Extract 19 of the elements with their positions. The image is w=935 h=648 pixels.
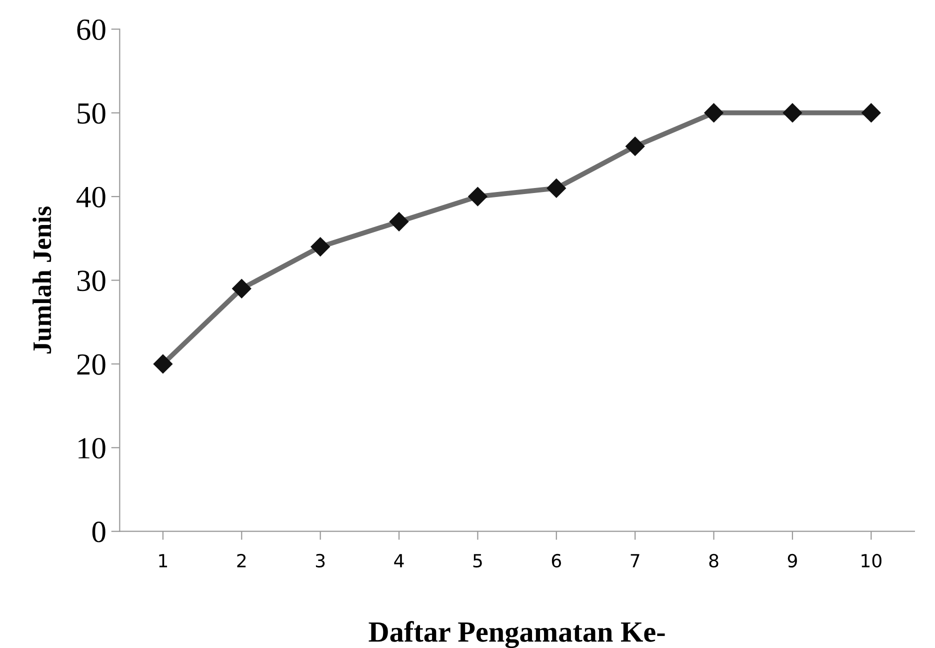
x-tick-label: 4	[394, 554, 404, 568]
x-tick-label: 6	[552, 554, 562, 568]
y-tick-label: 30	[77, 270, 106, 292]
x-tick-label: 10	[862, 554, 882, 568]
y-tick-label: 50	[78, 103, 106, 124]
x-tick-label: 8	[709, 554, 718, 568]
x-tick-label: 2	[237, 554, 246, 568]
y-tick-label: 0	[92, 522, 106, 542]
x-tick-label: 5	[473, 554, 482, 568]
x-tick-label: 9	[788, 554, 797, 568]
y-axis-title: Jumlah Jenis	[32, 206, 52, 354]
x-tick-label: 1	[159, 554, 168, 568]
x-tick-label: 3	[316, 554, 325, 568]
x-tick-label: 7	[630, 554, 640, 568]
y-tick-label: 10	[78, 438, 106, 459]
y-tick-label: 20	[77, 354, 106, 375]
y-tick-label: 40	[76, 186, 106, 208]
y-tick-label: 60	[77, 19, 106, 40]
x-axis-title: Daftar Pengamatan Ke-	[368, 621, 665, 648]
